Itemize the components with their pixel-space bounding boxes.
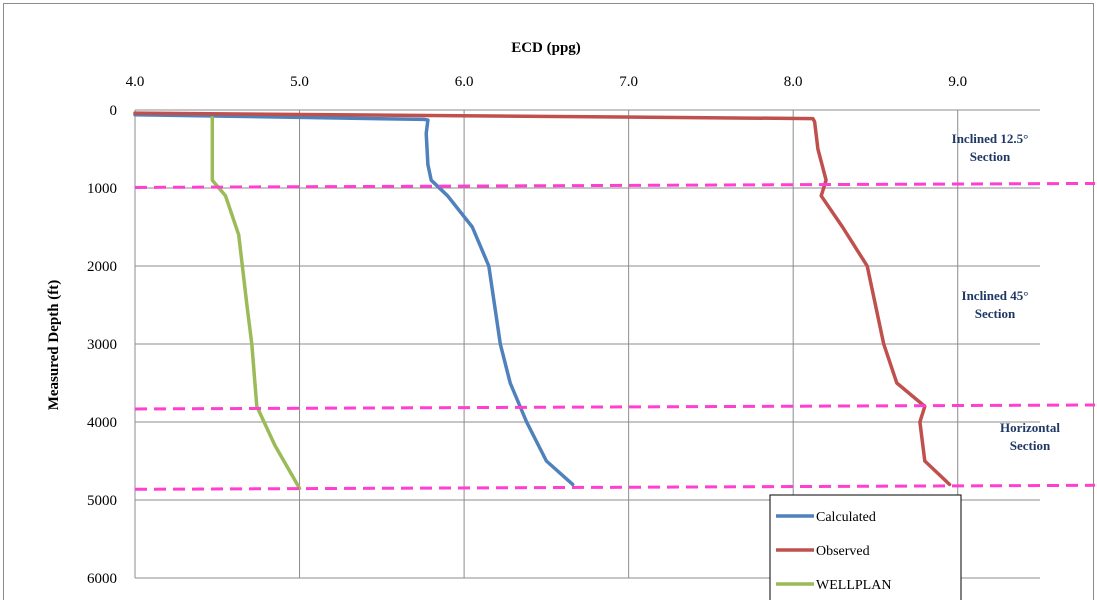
x-tick-label: 8.0 (784, 74, 803, 90)
y-tick-label: 3000 (87, 337, 117, 353)
section-annotation-line: Inclined 45° (962, 288, 1029, 303)
series-lines (133, 111, 952, 491)
section-boundary-line (134, 403, 1096, 411)
x-tick-label: 6.0 (455, 74, 474, 90)
section-boundary-line (134, 483, 1096, 491)
section-annotation-line: Section (1010, 438, 1051, 453)
section-annotation-line: Horizontal (1000, 420, 1060, 435)
reference-lines (134, 181, 1096, 491)
y-tick-label: 5000 (87, 493, 117, 509)
legend-label: Calculated (816, 510, 876, 525)
series-line-observed (133, 111, 952, 487)
y-axis-title: Measured Depth (ft) (46, 280, 62, 411)
section-annotation-line: Section (970, 149, 1011, 164)
section-annotation: Inclined 45° Section (962, 288, 1029, 321)
section-annotation-line: Section (975, 306, 1016, 321)
legend-label: Observed (816, 544, 870, 559)
y-tick-label: 6000 (87, 571, 117, 587)
y-tick-label: 2000 (87, 259, 117, 275)
annotations: Inclined 12.5° Section Inclined 45° Section… (952, 131, 1061, 453)
x-axis-title: ECD (ppg) (511, 40, 581, 56)
chart-frame (3, 3, 1094, 605)
section-annotation: Inclined 12.5° Section (952, 131, 1029, 164)
section-annotation-line: Inclined 12.5° (952, 131, 1029, 146)
x-tick-label: 5.0 (290, 74, 309, 90)
axes: 4.0 5.0 6.0 7.0 8.0 9.0 0 1000 2000 3000 4000 5000 6… (46, 40, 967, 587)
legend: Calculated Observed WELLPLAN (769, 494, 962, 604)
section-boundary-line (134, 181, 1096, 189)
x-tick-label: 9.0 (948, 74, 967, 90)
y-tick-label: 4000 (87, 415, 117, 431)
legend-label: WELLPLAN (816, 578, 891, 593)
x-tick-label: 4.0 (126, 74, 145, 90)
x-tick-label: 7.0 (619, 74, 638, 90)
series-line-calculated (133, 112, 575, 487)
series-line-wellplan (210, 116, 302, 491)
chart-border (3, 3, 1094, 605)
y-tick-label: 1000 (87, 181, 117, 197)
section-annotation: Horizontal Section (1000, 420, 1060, 453)
y-tick-label: 0 (110, 103, 118, 119)
